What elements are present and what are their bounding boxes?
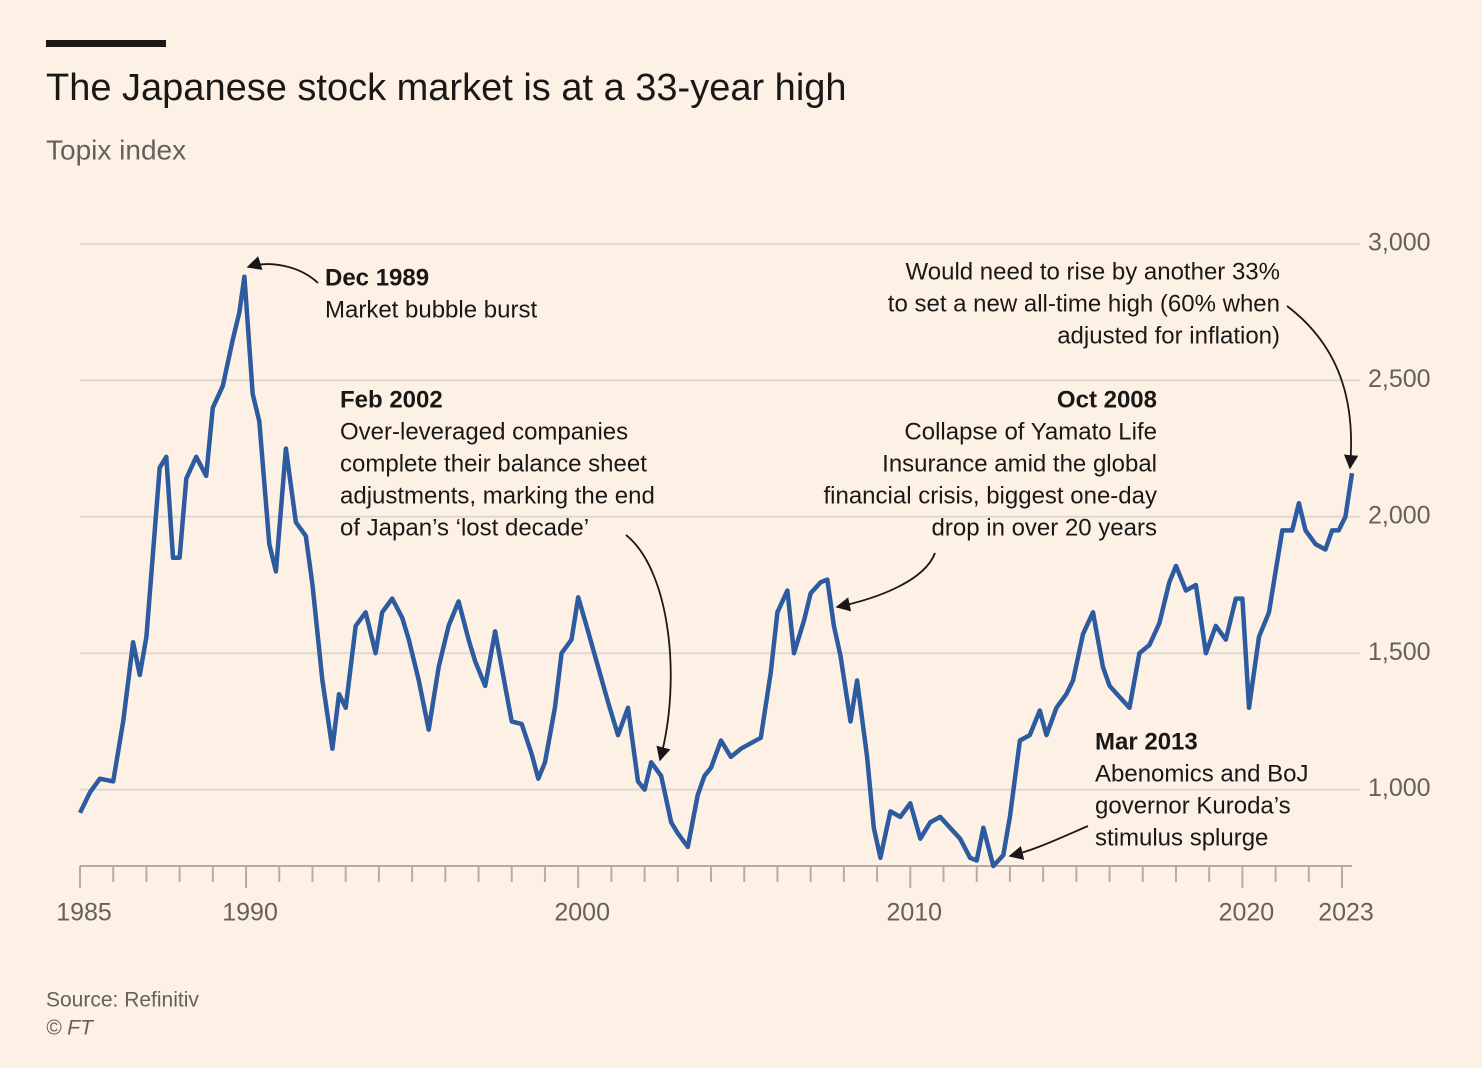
series-line [77,274,1355,869]
credit: © FT [46,1017,95,1040]
x-tick-label: 2000 [554,899,610,927]
annotation-text: Over-leveraged companies [340,418,628,445]
annotation-text: Insurance amid the global [882,450,1157,477]
annotation-title: Feb 2002 [340,386,443,413]
x-tick-label: 1985 [56,899,112,927]
annotation-arrow [835,552,936,612]
source: Source: Refinitiv [46,989,199,1012]
annotation-text: Would need to rise by another 33% [906,258,1280,285]
annotation-arrow [246,256,319,284]
y-tick-label: 3,000 [1368,229,1431,257]
y-tick-label: 2,000 [1368,501,1431,529]
x-tick-label: 1990 [222,899,278,927]
annotation-text: Abenomics and BoJ [1095,760,1308,787]
annotation-arrow [1286,305,1359,470]
x-tick-label: 2023 [1318,899,1374,927]
annotation-title: Dec 1989 [325,264,429,291]
chart-subtitle: Topix index [46,134,186,165]
chart-title: The Japanese stock market is at a 33-yea… [46,67,847,109]
y-tick-label: 1,500 [1368,638,1431,666]
annotation-text: of Japan’s ‘lost decade’ [340,514,589,541]
annotation-arrow [1008,825,1089,860]
annotation-text: Market bubble burst [325,296,537,323]
annotation-text: adjustments, marking the end [340,482,655,509]
annotation-text: financial crisis, biggest one-day [823,482,1157,509]
y-tick-label: 1,000 [1368,774,1431,802]
x-tick-label: 2020 [1219,899,1275,927]
annotation-text: governor Kuroda’s [1095,792,1291,819]
annotation-text: adjusted for inflation) [1057,322,1280,349]
x-tick-label: 2010 [886,899,942,927]
annotation-title: Mar 2013 [1095,728,1198,755]
annotation-title: Oct 2008 [1057,386,1157,413]
annotation-text: stimulus splurge [1095,824,1268,851]
annotation-text: complete their balance sheet [340,450,647,477]
annotation-text: drop in over 20 years [932,514,1157,541]
top-bar [46,40,166,47]
annotation-text: to set a new all-time high (60% when [888,290,1280,317]
y-tick-label: 2,500 [1368,365,1431,393]
annotation-text: Collapse of Yamato Life [904,418,1157,445]
annotation-arrow [625,534,672,762]
